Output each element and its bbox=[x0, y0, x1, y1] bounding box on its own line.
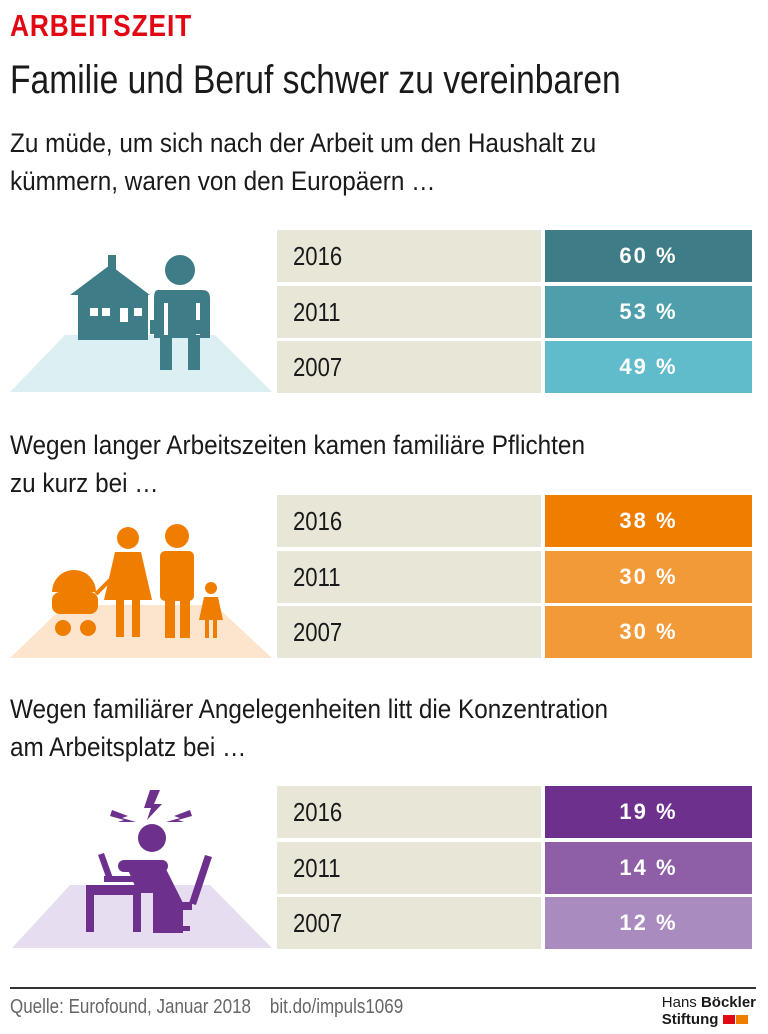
table-row: 2016 60 % bbox=[277, 230, 752, 282]
tired-person-house-icon bbox=[10, 255, 272, 392]
kicker: ARBEITSZEIT bbox=[10, 8, 193, 43]
question-line: Zu müde, um sich nach der Arbeit um den … bbox=[10, 128, 597, 158]
table-row: 2007 12 % bbox=[277, 897, 752, 949]
source-line: Quelle: Eurofound, Januar 2018 bit.do/im… bbox=[10, 996, 403, 1019]
value-cell: 12 % bbox=[545, 897, 752, 949]
year-label: 2011 bbox=[293, 853, 341, 883]
year-label: 2011 bbox=[293, 297, 341, 327]
question-2: Wegen langer Arbeitszeiten kamen familiä… bbox=[10, 426, 585, 502]
stressed-worker-icon bbox=[12, 790, 272, 948]
table-row: 2011 14 % bbox=[277, 842, 752, 894]
source-link[interactable]: bit.do/impuls1069 bbox=[269, 996, 404, 1018]
table-row: 2007 49 % bbox=[277, 341, 752, 393]
table-row: 2011 30 % bbox=[277, 551, 752, 603]
value-cell: 19 % bbox=[545, 786, 752, 838]
value-cell: 14 % bbox=[545, 842, 752, 894]
year-label: 2016 bbox=[293, 797, 343, 827]
question-3: Wegen familiärer Angelegenheiten litt di… bbox=[10, 690, 608, 766]
table-row: 2011 53 % bbox=[277, 286, 752, 338]
value-cell: 53 % bbox=[545, 286, 752, 338]
value-cell: 49 % bbox=[545, 341, 752, 393]
page-title: Familie und Beruf schwer zu vereinbaren bbox=[10, 58, 621, 102]
value-cell: 60 % bbox=[545, 230, 752, 282]
question-1: Zu müde, um sich nach der Arbeit um den … bbox=[10, 124, 596, 200]
table-row: 2007 30 % bbox=[277, 606, 752, 658]
value-cell: 30 % bbox=[545, 606, 752, 658]
hans-boeckler-logo: Hans Böckler Stiftung bbox=[661, 994, 756, 1028]
year-label: 2016 bbox=[293, 241, 343, 271]
footer-divider bbox=[10, 987, 756, 989]
value-cell: 38 % bbox=[545, 495, 752, 547]
question-line: kümmern, waren von den Europäern … bbox=[10, 166, 436, 196]
family-icon bbox=[10, 524, 272, 658]
table-row: 2016 38 % bbox=[277, 495, 752, 547]
source-text: Quelle: Eurofound, Januar 2018 bbox=[10, 996, 252, 1018]
table-row: 2016 19 % bbox=[277, 786, 752, 838]
year-label: 2007 bbox=[293, 617, 343, 647]
question-line: Wegen familiärer Angelegenheiten litt di… bbox=[10, 694, 608, 724]
year-label: 2007 bbox=[293, 908, 343, 938]
value-cell: 30 % bbox=[545, 551, 752, 603]
question-line: zu kurz bei … bbox=[10, 468, 159, 498]
question-line: am Arbeitsplatz bei … bbox=[10, 732, 247, 762]
question-line: Wegen langer Arbeitszeiten kamen familiä… bbox=[10, 430, 585, 460]
year-label: 2016 bbox=[293, 506, 343, 536]
year-label: 2011 bbox=[293, 562, 341, 592]
year-label: 2007 bbox=[293, 352, 343, 382]
